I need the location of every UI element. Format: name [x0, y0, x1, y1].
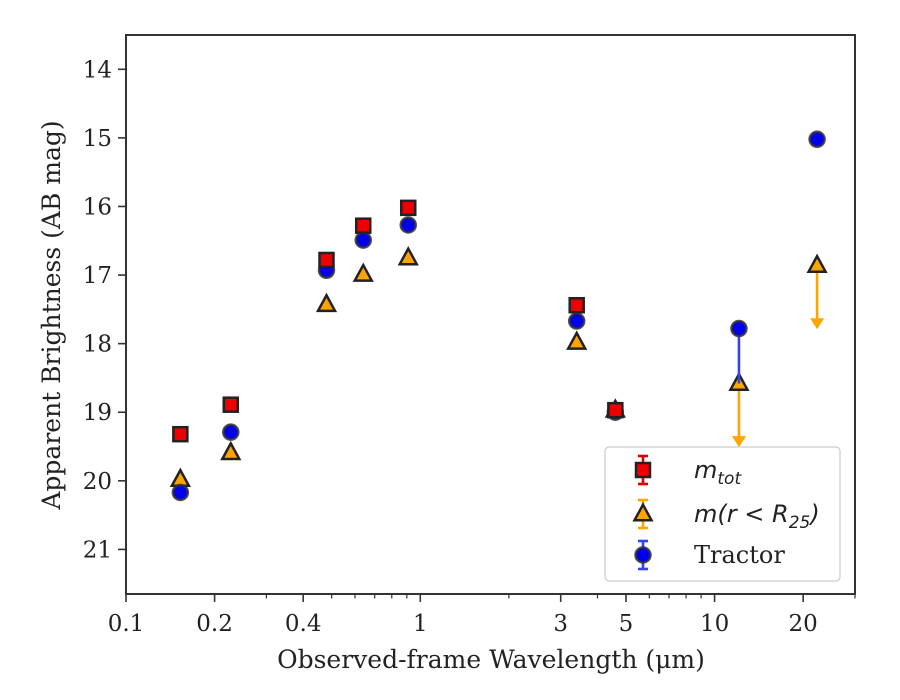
- plot-frame: [125, 34, 856, 595]
- data-point: [172, 425, 189, 443]
- legend-entry-label: m(r < R25): [694, 500, 820, 533]
- upper-limit-arrow-head: [731, 436, 746, 448]
- y-tick-label: 14: [83, 57, 112, 83]
- data-point: [354, 231, 373, 249]
- x-tick-label: 0.4: [285, 611, 322, 637]
- y-axis-label: Apparent Brightness (AB mag): [37, 120, 66, 510]
- legend-marker: [632, 502, 654, 522]
- data-point: [397, 246, 419, 266]
- legend-marker: [634, 461, 652, 479]
- legend-box: [604, 446, 841, 582]
- data-point: [318, 251, 335, 269]
- data-point: [355, 217, 372, 234]
- data-point: [222, 396, 240, 413]
- series-square: [172, 199, 624, 443]
- x-tick-label: 20: [789, 611, 818, 637]
- x-tick-label: 0.2: [196, 611, 233, 637]
- y-tick-label: 20: [83, 469, 112, 495]
- legend: mtot m(r < R25) Tractor: [604, 446, 841, 582]
- y-tick-label: 16: [83, 194, 112, 220]
- plot-area: [125, 34, 856, 595]
- legend-marker: [634, 546, 652, 564]
- data-point: [806, 253, 828, 274]
- data-point: [315, 292, 338, 313]
- data-point: [352, 262, 374, 282]
- series-circle: [171, 130, 826, 502]
- legend-entry-label: mtot: [694, 456, 742, 489]
- y-tick-label: 21: [83, 537, 112, 563]
- upper-limit-arrow-head: [810, 318, 825, 330]
- legend-entry-label: Tractor: [694, 541, 785, 569]
- y-tick-label: 18: [83, 332, 112, 358]
- data-point: [220, 440, 242, 461]
- data-point: [169, 467, 191, 488]
- data-point: [399, 199, 417, 217]
- data-point: [171, 483, 190, 502]
- x-tick-label: 10: [700, 611, 729, 637]
- x-tick-label: 3: [553, 611, 568, 637]
- y-tick-label: 17: [83, 263, 112, 289]
- data-point: [567, 312, 586, 330]
- x-tick-label: 0.1: [108, 611, 145, 637]
- data-point: [607, 401, 624, 419]
- x-tick-label: 1: [413, 611, 428, 637]
- x-axis-ticks: 0.1 0.2 0.4 1 3 5 10 20: [108, 594, 856, 637]
- data-point: [808, 130, 826, 149]
- y-tick-label: 19: [83, 400, 112, 426]
- data-point: [566, 330, 588, 350]
- y-tick-label: 15: [83, 126, 112, 152]
- x-axis-label: Observed-frame Wavelength (μm): [277, 645, 705, 674]
- data-point: [399, 216, 417, 234]
- data-point: [222, 423, 240, 441]
- x-tick-label: 5: [619, 611, 634, 637]
- y-axis-ticks: 14 15 16 17 18 19 20 21: [83, 57, 126, 563]
- data-point: [568, 296, 585, 314]
- data-point: [730, 319, 748, 338]
